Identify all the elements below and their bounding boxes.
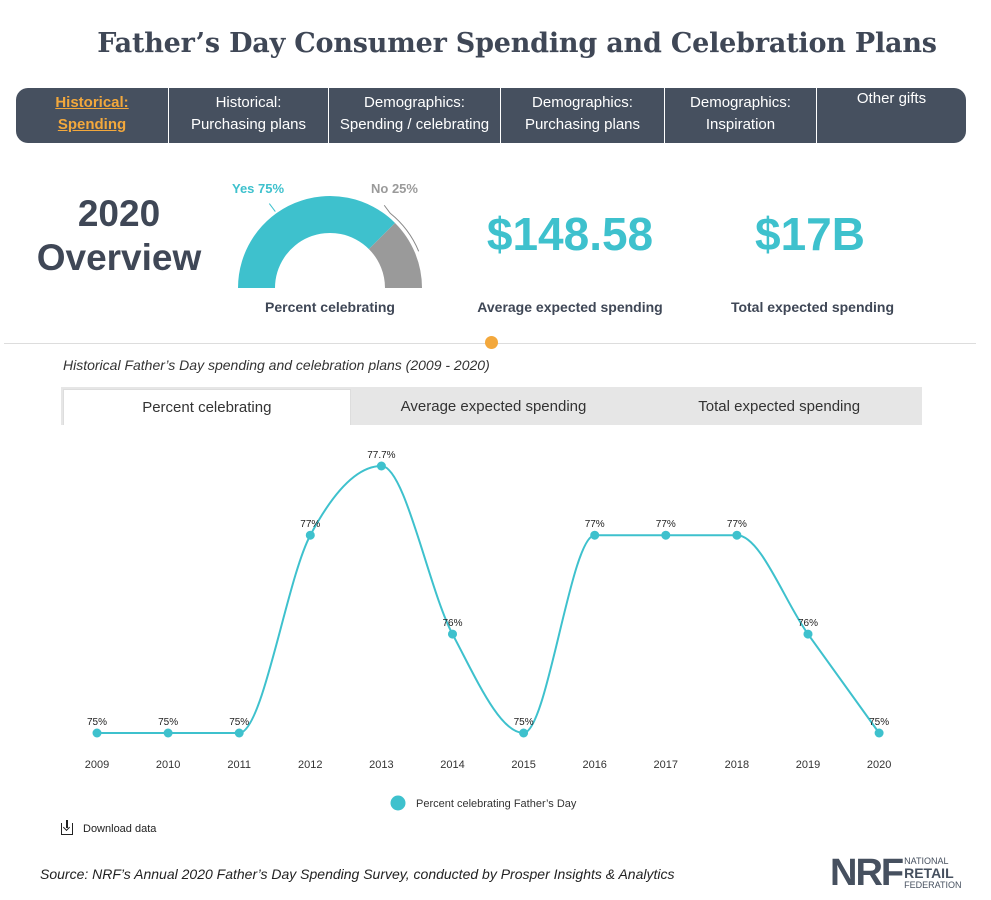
page-title: Father’s Day Consumer Spending and Celeb… [97, 28, 937, 59]
x-tick-label: 2017 [654, 759, 678, 771]
tab-line2: Spending [57, 116, 127, 133]
legend-label: Percent celebrating Father’s Day [416, 798, 577, 810]
overview-year: 2020 [77, 193, 161, 234]
data-point [234, 728, 244, 738]
tab-line1: Historical: [215, 94, 282, 111]
gauge-caption: Percent celebrating [265, 299, 395, 315]
x-tick-label: 2018 [725, 759, 749, 771]
data-point [590, 530, 600, 540]
data-label: 76% [798, 618, 818, 629]
data-label: 77% [585, 519, 605, 530]
tab-historical-purchasing-plans[interactable]: Historical: Purchasing plans [169, 88, 329, 143]
nrf-logo-line2: RETAIL [904, 865, 954, 881]
data-label: 75% [869, 717, 889, 728]
chart-tabs: Percent celebrating Average expected spe… [61, 387, 922, 425]
chart-subtitle: Historical Father’s Day spending and cel… [63, 357, 490, 373]
data-point [803, 629, 813, 639]
x-tick-label: 2013 [369, 759, 393, 771]
tab-line1: Demographics: [532, 94, 633, 111]
chart-tab-percent-celebrating[interactable]: Percent celebrating [63, 389, 351, 425]
series-line [97, 464, 880, 735]
gauge-callout-line-yes [268, 203, 276, 212]
tab-demographics-inspiration[interactable]: Demographics: Inspiration [665, 88, 817, 143]
tab-line2: Purchasing plans [190, 116, 307, 133]
gauge-no-arc [368, 222, 422, 288]
x-tick-label: 2012 [298, 759, 322, 771]
gauge-callout-line [383, 204, 420, 252]
chart-tab-average-spending[interactable]: Average expected spending [400, 397, 587, 415]
nrf-logo-text: NATIONAL RETAIL FEDERATION [904, 856, 961, 890]
gauge-yes-label: Yes 75% [232, 181, 285, 196]
tab-demographics-spending[interactable]: Demographics: Spending / celebrating [329, 88, 501, 143]
section-marker-dot [485, 336, 498, 349]
overview-word: Overview [36, 237, 202, 278]
tab-line2: Inspiration [705, 116, 776, 133]
source-note: Source: NRF’s Annual 2020 Father’s Day S… [40, 866, 675, 882]
tab-line2: Purchasing plans [524, 116, 641, 133]
data-point [163, 728, 173, 738]
nav-tabs: Historical: Spending Historical: Purchas… [16, 88, 966, 143]
x-tick-label: 2015 [511, 759, 535, 771]
data-point [661, 530, 671, 540]
x-tick-label: 2010 [156, 759, 180, 771]
tab-historical-spending[interactable]: Historical: Spending [16, 88, 169, 143]
chart-tab-total-spending[interactable]: Total expected spending [698, 397, 861, 415]
download-data-button[interactable]: Download data [61, 820, 157, 835]
x-tick-label: 2020 [867, 759, 891, 771]
data-label: 77.7% [367, 450, 395, 461]
nrf-logo: NRF NATIONAL RETAIL FEDERATION [830, 854, 961, 892]
data-label: 75% [158, 717, 178, 728]
data-label: 77% [300, 519, 320, 530]
tab-line1: Historical: [55, 94, 129, 111]
data-label: 76% [442, 618, 462, 629]
gauge-no-label: No 25% [371, 181, 418, 196]
tab-line1: Demographics: [364, 94, 465, 111]
overview-title: 2020 Overview [24, 192, 214, 280]
tab-line1: Other gifts [856, 90, 927, 107]
nrf-logo-line3: FEDERATION [904, 880, 962, 890]
tab-demographics-purchasing-plans[interactable]: Demographics: Purchasing plans [501, 88, 665, 143]
line-chart: 75% 2009 75% 2010 75% 2011 77% 2012 77.7% 2013 76%… [85, 450, 891, 811]
tab-line1: Demographics: [690, 94, 791, 111]
data-label: 75% [87, 717, 107, 728]
gauge-yes-arc [238, 196, 396, 288]
data-label: 77% [727, 519, 747, 530]
total-spending-label: Total expected spending [730, 299, 895, 315]
avg-spending-value: $148.58 [486, 208, 654, 260]
data-point [874, 728, 884, 738]
download-label: Download data [83, 823, 157, 835]
data-point [376, 461, 386, 471]
data-point [732, 530, 742, 540]
data-label: 75% [229, 717, 249, 728]
x-tick-label: 2014 [440, 759, 464, 771]
tab-other-gifts[interactable]: Other gifts [817, 88, 966, 143]
legend-marker [390, 795, 406, 811]
nrf-logo-mark: NRF [830, 852, 904, 894]
avg-spending-label: Average expected spending [477, 299, 663, 315]
tab-line2: Spending / celebrating [339, 116, 490, 133]
x-tick-label: 2019 [796, 759, 820, 771]
x-tick-label: 2011 [227, 759, 251, 771]
download-icon [61, 820, 73, 835]
total-spending-value: $17B [755, 208, 865, 260]
data-point [305, 530, 315, 540]
x-tick-label: 2009 [85, 759, 109, 771]
data-point [448, 629, 457, 639]
data-point [92, 728, 102, 738]
data-point [519, 728, 529, 738]
data-label: 75% [514, 717, 534, 728]
nrf-logo-line1: NATIONAL [904, 856, 949, 866]
gauge-chart [238, 196, 422, 288]
data-label: 77% [656, 519, 676, 530]
x-tick-label: 2016 [582, 759, 606, 771]
